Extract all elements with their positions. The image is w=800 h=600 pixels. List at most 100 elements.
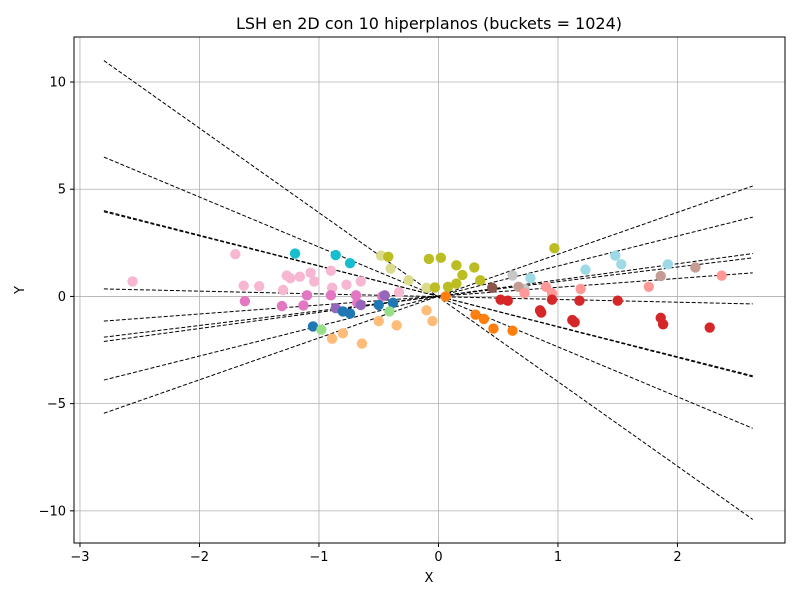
scatter-point (469, 262, 480, 273)
scatter-point (423, 253, 435, 265)
scatter-point (569, 316, 580, 328)
scatter-point (507, 270, 518, 281)
scatter-point (344, 257, 356, 269)
y-tick-label: 0 (58, 290, 66, 305)
scatter-point (326, 333, 338, 344)
y-tick-label: 10 (49, 76, 66, 91)
scatter-point (519, 288, 530, 299)
scatter-point (330, 249, 341, 261)
scatter-point (616, 259, 627, 270)
plot-frame (73, 36, 786, 544)
scatter-point (298, 300, 309, 311)
scatter-point (373, 299, 384, 311)
scatter-point (470, 309, 481, 320)
scatter-point (356, 338, 368, 349)
scatter-point (305, 267, 316, 279)
scatter-point (502, 295, 513, 306)
data-points (127, 242, 727, 349)
hyperplane-line (103, 211, 753, 377)
x-tick-label: 0 (434, 550, 442, 565)
hyperplane-line (103, 272, 753, 322)
scatter-point (657, 319, 669, 330)
scatter-point (341, 279, 352, 290)
chart-title: LSH en 2D con 10 hiperplanos (buckets = … (236, 14, 622, 33)
scatter-point (549, 242, 560, 254)
scatter-point (643, 281, 654, 292)
scatter-point (285, 273, 296, 284)
scatter-point (254, 280, 265, 292)
scatter-point (507, 325, 518, 336)
scatter-point (379, 290, 390, 301)
scatter-point (127, 276, 138, 287)
scatter-point (435, 252, 447, 264)
scatter-point (289, 248, 301, 259)
scatter-point (387, 297, 399, 309)
x-tick-label: 1 (554, 550, 562, 565)
hyperplane-line (103, 288, 753, 305)
hyperplane-line (103, 185, 753, 414)
scatter-point (337, 328, 349, 339)
scatter-point (355, 299, 366, 311)
scatter-point (580, 264, 591, 275)
x-tick-label: 2 (673, 550, 681, 565)
scatter-point (325, 265, 337, 276)
scatter-point (612, 295, 623, 306)
scatter-point (307, 321, 319, 332)
x-tick-label: −3 (70, 550, 89, 565)
scatter-point (610, 250, 621, 261)
y-tick-label: −5 (47, 397, 66, 412)
scatter-point (391, 320, 402, 331)
scatter-point (574, 295, 585, 306)
scatter-point (230, 248, 241, 260)
scatter-point (277, 284, 289, 296)
scatter-point (383, 251, 394, 262)
hyperplane-line (103, 210, 753, 378)
scatter-point (308, 276, 320, 287)
scatter-point (575, 283, 586, 295)
hyperplane-line (103, 216, 753, 381)
scatter-point (325, 290, 337, 301)
scatter-point (421, 305, 432, 316)
scatter-point (344, 308, 356, 319)
scatter-point (478, 313, 490, 325)
scatter-point (373, 315, 384, 327)
scatter-point (662, 259, 674, 270)
x-axis-ticks: −3 −2 −1 0 1 2 (70, 543, 682, 565)
scatter-point (451, 278, 462, 289)
scatter-point (393, 286, 405, 298)
scatter-point (384, 306, 395, 317)
scatter-point (355, 276, 366, 287)
y-axis-ticks: −10 −5 0 5 10 (39, 76, 74, 519)
scatter-point (403, 275, 414, 286)
x-axis-label: X (425, 571, 434, 586)
scatter-point (655, 270, 666, 282)
scatter-point (442, 281, 454, 292)
scatter-point (690, 262, 701, 273)
x-tick-label: −1 (309, 550, 328, 565)
scatter-point (385, 263, 396, 274)
hyperplane-line (103, 253, 753, 342)
scatter-point (451, 260, 462, 271)
scatter-point (429, 282, 441, 293)
scatter-point (316, 324, 327, 335)
y-axis-label: Y (13, 286, 28, 295)
scatter-point (487, 282, 498, 294)
scatter-point (239, 295, 251, 307)
scatter-point (475, 275, 486, 286)
scatter-point (488, 323, 499, 334)
scatter-point (457, 269, 468, 281)
scatter-point (276, 300, 288, 312)
scatter-point (546, 294, 558, 305)
scatter-point (294, 271, 306, 282)
scatter-point (427, 315, 438, 327)
scatter-point (716, 270, 727, 281)
scatter-point (536, 307, 547, 318)
scatter-point (525, 273, 536, 284)
scatter-point (238, 280, 249, 291)
scatter-point (301, 290, 313, 301)
scatter-point (440, 291, 451, 302)
scatter-point (421, 282, 432, 294)
scatter-point (704, 322, 715, 333)
x-tick-label: −2 (190, 550, 209, 565)
